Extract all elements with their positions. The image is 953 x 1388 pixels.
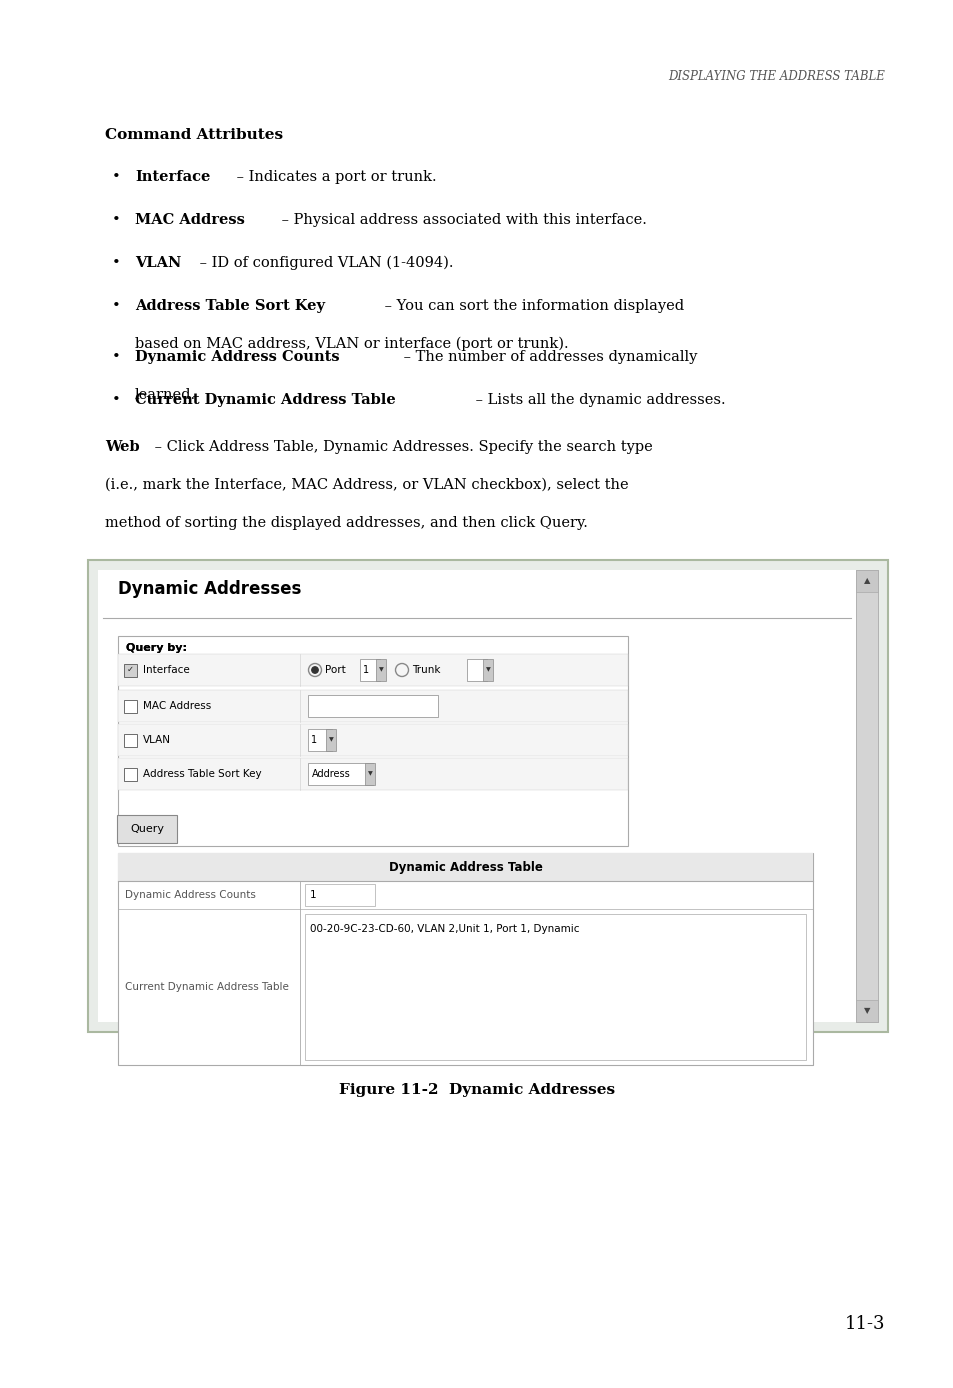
Text: ▲: ▲	[862, 576, 869, 586]
Bar	[855, 570, 877, 593]
Text: 1: 1	[311, 736, 316, 745]
Text: – The number of addresses dynamically: – The number of addresses dynamically	[398, 350, 697, 364]
Text: Web: Web	[105, 440, 139, 454]
Text: Address Table Sort Key: Address Table Sort Key	[135, 298, 325, 314]
Bar	[124, 700, 137, 712]
Text: •: •	[112, 169, 121, 185]
Text: MAC Address: MAC Address	[135, 212, 245, 228]
Text: Dynamic Address Counts: Dynamic Address Counts	[125, 890, 255, 899]
Bar	[308, 763, 373, 786]
Text: 00-20-9C-23-CD-60, VLAN 2,Unit 1, Port 1, Dynamic: 00-20-9C-23-CD-60, VLAN 2,Unit 1, Port 1…	[310, 924, 578, 934]
Text: Query by:: Query by:	[126, 643, 187, 652]
Circle shape	[312, 666, 318, 673]
Bar	[118, 690, 627, 722]
Bar	[88, 559, 887, 1033]
Bar	[305, 915, 805, 1060]
Text: – Lists all the dynamic addresses.: – Lists all the dynamic addresses.	[471, 393, 725, 407]
FancyBboxPatch shape	[117, 815, 177, 843]
Bar	[305, 884, 375, 906]
Text: MAC Address: MAC Address	[143, 701, 211, 711]
Text: VLAN: VLAN	[143, 736, 171, 745]
Text: 1: 1	[310, 890, 316, 899]
Text: – Physical address associated with this interface.: – Physical address associated with this …	[276, 212, 646, 228]
Text: Address: Address	[312, 769, 351, 779]
Text: Command Attributes: Command Attributes	[105, 128, 283, 142]
Text: DISPLAYING THE ADDRESS TABLE: DISPLAYING THE ADDRESS TABLE	[667, 69, 884, 83]
Text: Query by:: Query by:	[126, 643, 187, 652]
Text: Dynamic Address Counts: Dynamic Address Counts	[135, 350, 339, 364]
Text: (i.e., mark the Interface, MAC Address, or VLAN checkbox), select the: (i.e., mark the Interface, MAC Address, …	[105, 477, 628, 491]
Text: Dynamic Address Table: Dynamic Address Table	[388, 861, 542, 873]
Text: •: •	[112, 298, 121, 314]
Bar	[855, 570, 877, 1022]
Text: •: •	[112, 255, 121, 271]
Bar	[124, 768, 137, 780]
Text: – Indicates a port or trunk.: – Indicates a port or trunk.	[232, 169, 436, 185]
Text: Current Dynamic Address Table: Current Dynamic Address Table	[135, 393, 395, 407]
Bar	[124, 733, 137, 747]
Text: based on MAC address, VLAN or interface (port or trunk).: based on MAC address, VLAN or interface …	[135, 337, 568, 351]
Text: Trunk: Trunk	[412, 665, 440, 675]
Text: Current Dynamic Address Table: Current Dynamic Address Table	[125, 981, 289, 992]
Text: ▼: ▼	[328, 737, 333, 743]
Bar	[326, 729, 335, 751]
Text: Interface: Interface	[143, 665, 190, 675]
Text: •: •	[112, 212, 121, 228]
Text: ✓: ✓	[127, 665, 133, 673]
Text: •: •	[112, 350, 121, 364]
Text: ▼: ▼	[485, 668, 490, 673]
Bar	[467, 659, 486, 682]
Text: – You can sort the information displayed: – You can sort the information displayed	[379, 298, 683, 314]
Bar	[359, 659, 379, 682]
Text: 11-3: 11-3	[843, 1314, 884, 1332]
Text: VLAN: VLAN	[135, 255, 181, 271]
Bar	[855, 999, 877, 1022]
Text: Port: Port	[325, 665, 345, 675]
Bar	[118, 636, 627, 847]
Text: ▼: ▼	[378, 668, 383, 673]
Text: Query: Query	[130, 824, 164, 834]
Bar	[365, 763, 375, 786]
Bar	[118, 854, 812, 881]
Text: method of sorting the displayed addresses, and then click Query.: method of sorting the displayed addresse…	[105, 516, 587, 530]
Text: ▼: ▼	[367, 772, 372, 776]
Bar	[118, 854, 812, 1065]
Text: 1: 1	[363, 665, 369, 675]
Text: •: •	[112, 393, 121, 407]
Text: learned.: learned.	[135, 389, 196, 403]
Bar	[308, 729, 332, 751]
Bar	[118, 758, 627, 790]
Bar	[98, 570, 855, 1022]
Bar	[118, 725, 627, 756]
Bar	[118, 654, 627, 686]
Text: – Click Address Table, Dynamic Addresses. Specify the search type: – Click Address Table, Dynamic Addresses…	[150, 440, 652, 454]
Text: Dynamic Addresses: Dynamic Addresses	[118, 580, 301, 598]
Text: ▼: ▼	[862, 1006, 869, 1016]
Bar	[124, 663, 137, 676]
Bar	[482, 659, 493, 682]
Bar	[308, 695, 437, 718]
Text: Address Table Sort Key: Address Table Sort Key	[143, 769, 261, 779]
Bar	[375, 659, 386, 682]
Text: – ID of configured VLAN (1-4094).: – ID of configured VLAN (1-4094).	[194, 255, 453, 271]
Text: Figure 11-2  Dynamic Addresses: Figure 11-2 Dynamic Addresses	[338, 1083, 615, 1097]
Text: Interface: Interface	[135, 169, 211, 185]
